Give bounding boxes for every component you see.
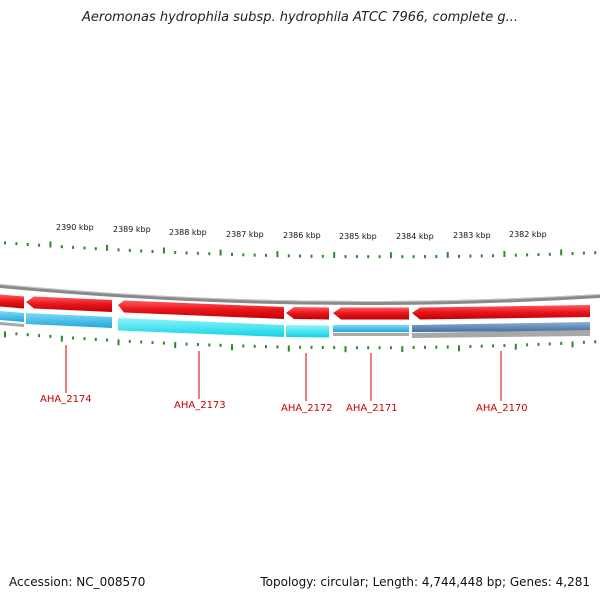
gene-label-AHA_2172[interactable]: AHA_2172	[281, 403, 333, 414]
gene-arrow-left-edge[interactable]	[0, 294, 24, 309]
ruler-label: 2388 kbp	[169, 228, 207, 237]
accession-info: Accession: NC_008570	[9, 575, 146, 589]
gene-arrow-AHA_2174[interactable]	[26, 296, 112, 313]
gene-label-AHA_2173[interactable]: AHA_2173	[174, 400, 226, 411]
ruler-label: 2385 kbp	[339, 232, 377, 241]
ruler-ticks-lower	[4, 331, 597, 353]
gene-arrow-AHA_2173[interactable]	[118, 300, 284, 320]
gene-track	[0, 294, 590, 320]
inner-grey-strip	[0, 322, 590, 338]
gene-label-leaders	[65, 345, 502, 401]
ruler-label: 2389 kbp	[113, 225, 151, 234]
gene-label-AHA_2170[interactable]: AHA_2170	[476, 403, 528, 414]
ruler-labels: 2390 kbp 2389 kbp 2388 kbp 2387 kbp 2386…	[56, 223, 547, 241]
ruler-label: 2386 kbp	[283, 231, 321, 240]
ruler-label: 2384 kbp	[396, 232, 434, 241]
cds-block-AHA_2172[interactable]	[286, 325, 329, 338]
gene-arrow-AHA_2172[interactable]	[286, 307, 329, 320]
ruler-label: 2387 kbp	[226, 230, 264, 239]
genome-backbone-arc	[0, 284, 600, 306]
gene-label-AHA_2174[interactable]: AHA_2174	[40, 394, 92, 405]
cds-block-AHA_2173[interactable]	[118, 318, 284, 337]
cds-block-AHA_2170[interactable]	[412, 322, 590, 332]
genome-summary: Topology: circular; Length: 4,744,448 bp…	[260, 575, 590, 589]
genome-title: Aeromonas hydrophila subsp. hydrophila A…	[81, 10, 519, 25]
ruler-ticks-upper	[4, 241, 597, 259]
ruler-label: 2390 kbp	[56, 223, 94, 232]
cds-block-AHA_2171[interactable]	[333, 325, 409, 332]
cds-block-AHA_2174[interactable]	[26, 313, 112, 328]
gene-arrow-AHA_2170[interactable]	[412, 305, 590, 320]
genome-backbone-arc-highlight	[0, 284, 600, 303]
ruler-label: 2383 kbp	[453, 231, 491, 240]
gene-labels: AHA_2174 AHA_2173 AHA_2172 AHA_2171 AHA_…	[40, 394, 528, 414]
gene-label-AHA_2171[interactable]: AHA_2171	[346, 403, 398, 414]
cds-track	[0, 311, 590, 338]
cds-block-left-edge[interactable]	[0, 311, 24, 322]
ruler-label: 2382 kbp	[509, 230, 547, 239]
gene-arrow-AHA_2171[interactable]	[333, 307, 409, 320]
